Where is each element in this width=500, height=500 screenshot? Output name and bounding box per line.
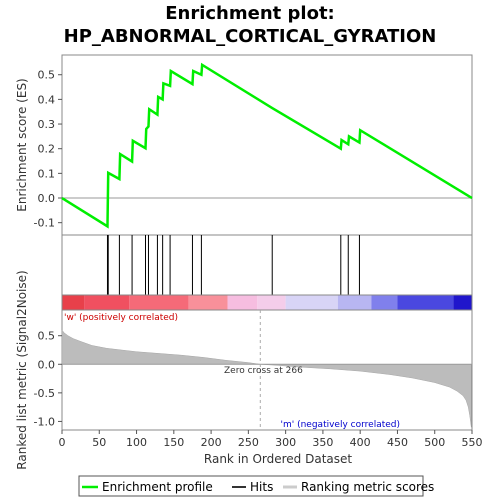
x-tick-label: 550: [462, 436, 483, 449]
hits-panel: [61, 234, 473, 296]
x-tick-label: 250: [238, 436, 259, 449]
band-segment: [129, 295, 189, 310]
x-tick-label: 50: [92, 436, 106, 449]
x-tick-label: 200: [201, 436, 222, 449]
es-tick-label: 0.2: [38, 143, 56, 156]
es-tick-label: 0.5: [38, 69, 56, 82]
es-panel: -0.1 0.0 0.1 0.2 0.3 0.4 0.5 Enrichment score …: [15, 54, 473, 236]
zero-cross-label: Zero cross at 266: [224, 366, 303, 376]
metric-panel: 0.5 0.0 -0.5 -1.0 'w' (positively correlate…: [15, 270, 473, 470]
chart-title-line2: HP_ABNORMAL_CORTICAL_GYRATION: [64, 26, 437, 47]
x-tick-label: 150: [163, 436, 184, 449]
band-segment: [62, 295, 85, 310]
metric-tick-label: -1.0: [34, 415, 55, 428]
legend-metric-label: Ranking metric scores: [301, 480, 434, 494]
es-tick-label: 0.4: [38, 93, 56, 106]
chart-title-line1: Enrichment plot:: [165, 3, 335, 24]
band-segment: [84, 295, 130, 310]
band-segment: [188, 295, 228, 310]
x-tick-label: 450: [387, 436, 408, 449]
band-segment: [397, 295, 454, 310]
band-segment: [285, 295, 338, 310]
band-segment: [227, 295, 258, 310]
legend-hits-label: Hits: [250, 480, 273, 494]
enrichment-profile-line: [61, 62, 473, 229]
negative-correlation-label: 'm' (negatively correlated): [281, 420, 400, 430]
x-tick-label: 400: [350, 436, 371, 449]
ranking-metric-area: [61, 329, 472, 428]
x-axis-label: Rank in Ordered Dataset: [204, 452, 352, 466]
legend: Enrichment profile Hits Ranking metric s…: [78, 475, 434, 497]
es-tick-label: 0.1: [38, 167, 56, 180]
positive-correlation-label: 'w' (positively correlated): [64, 313, 178, 323]
band-segment: [453, 295, 472, 310]
band-segment: [371, 295, 398, 310]
es-tick-label: 0.0: [38, 192, 56, 205]
es-tick-label: -0.1: [34, 217, 55, 230]
x-tick-label: 500: [424, 436, 445, 449]
metric-tick-label: 0.5: [38, 330, 56, 343]
band-segment: [337, 295, 372, 310]
x-tick-label: 350: [312, 436, 333, 449]
legend-profile-label: Enrichment profile: [102, 480, 213, 494]
legend-box: [78, 475, 424, 497]
band-segment: [257, 295, 286, 310]
es-ylabel: Enrichment score (ES): [15, 78, 29, 211]
x-tick-label: 300: [275, 436, 296, 449]
es-tick-label: 0.3: [38, 118, 56, 131]
metric-tick-label: -0.5: [34, 387, 55, 400]
rank-color-band: [61, 294, 473, 311]
metric-ylabel: Ranked list metric (Signal2Noise): [15, 270, 29, 469]
x-tick-label: 100: [126, 436, 147, 449]
x-tick-label: 0: [59, 436, 66, 449]
metric-tick-label: 0.0: [38, 358, 56, 371]
